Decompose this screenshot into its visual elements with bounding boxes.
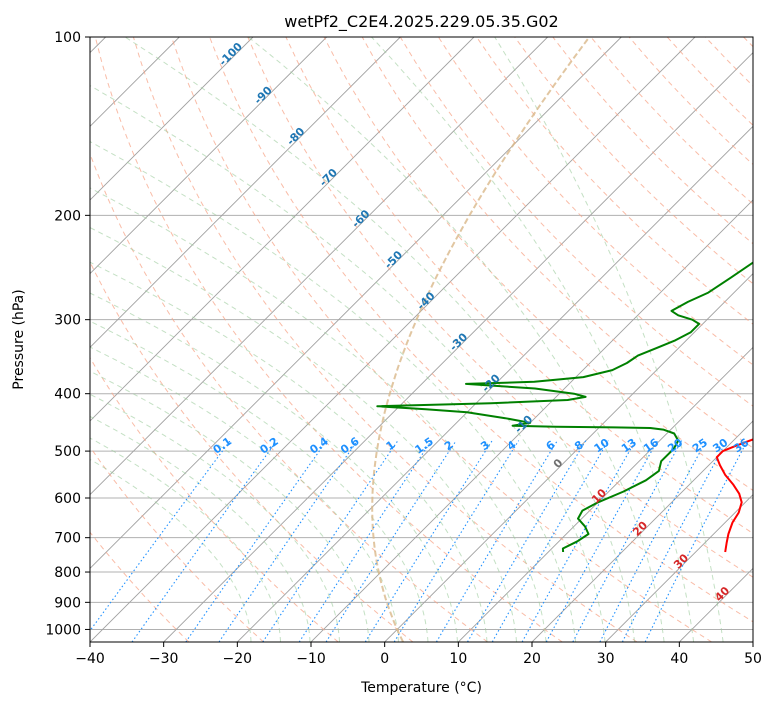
dry-adiabat-line (399, 37, 753, 407)
dry-adiabat-line (361, 37, 753, 449)
y-axis-label: Pressure (hPa) (11, 289, 27, 389)
chart-title: wetPf2_C2E4.2025.229.05.35.G02 (284, 12, 558, 32)
mixing-ratio-line (393, 440, 520, 642)
mixing-ratio-line (572, 440, 683, 642)
mixing-ratio-line (298, 440, 432, 642)
mixing-ratio-line (325, 440, 457, 642)
dry-adiabat-line (90, 446, 264, 642)
x-tick-label: 30 (597, 651, 615, 667)
x-axis: −40 −30 −20 −10 0 10 20 30 40 50 (75, 642, 762, 667)
moist-adiabat-line (90, 187, 547, 642)
isotherm-line (90, 37, 327, 275)
mixing-ratio-line (521, 440, 637, 642)
dry-adiabat-line (94, 37, 563, 642)
isotherm-line (90, 37, 696, 642)
mixing-ratio-line (90, 440, 231, 632)
y-tick-label: 700 (54, 531, 81, 547)
moist-adiabat-line (90, 85, 606, 642)
x-tick-label: −20 (223, 651, 253, 667)
moist-adiabat-line (90, 141, 577, 642)
dry-adiabat-line (90, 356, 339, 642)
mixing-ratio-line (491, 440, 609, 642)
moist-adiabat-line (90, 458, 252, 642)
special-curve (371, 37, 591, 642)
y-tick-label: 600 (54, 491, 81, 507)
x-tick-label: −10 (296, 651, 326, 667)
x-tick-label: 10 (449, 651, 467, 667)
x-axis-label: Temperature (°C) (360, 680, 482, 696)
isotherm-line (90, 37, 475, 422)
dry-adiabat-line (90, 152, 488, 642)
dry-adiabat-line (171, 37, 712, 642)
x-tick-label: 0 (380, 651, 389, 667)
y-axis: 100 200 300 400 500 600 700 800 900 1000 (45, 30, 90, 638)
moist-adiabat-line (90, 393, 340, 642)
isotherm-line (90, 37, 548, 496)
x-tick-label: 20 (523, 651, 541, 667)
moist-adiabat-line (90, 415, 311, 642)
temperature-profile (715, 438, 753, 553)
mixing-ratio-line (364, 440, 493, 642)
x-tick-label: −30 (149, 651, 179, 667)
dry-adiabat-line (90, 531, 190, 642)
mixing-ratio-line (185, 440, 328, 642)
dry-adiabat-line (90, 260, 414, 642)
dry-adiabat-line (132, 37, 638, 642)
x-tick-label: 40 (670, 651, 688, 667)
isotherm-line (90, 37, 401, 348)
mixing-ratio-line (644, 440, 748, 642)
isotherm-line (237, 125, 753, 642)
moist-adiabat-line (90, 346, 399, 642)
x-tick-label: −40 (75, 651, 105, 667)
y-tick-label: 100 (54, 30, 81, 46)
dry-adiabat-line (514, 37, 753, 285)
isotherm-line (531, 420, 753, 642)
dry-adiabat-line (247, 37, 753, 578)
mixing-ratio-line (435, 440, 558, 642)
isotherm-line (384, 273, 753, 642)
profiles (376, 261, 753, 553)
mixing-ratio-line (467, 440, 587, 642)
plot-frame (89, 36, 754, 643)
y-tick-label: 900 (54, 595, 81, 611)
x-tick-label: 50 (744, 651, 762, 667)
dewpoint-profile (376, 261, 753, 553)
mixing-ratio-line (262, 440, 399, 642)
mixing-ratio-line (131, 440, 278, 642)
isotherm-line (90, 37, 622, 569)
y-tick-label: 200 (54, 208, 81, 224)
moist-adiabat-line (90, 261, 488, 642)
y-tick-label: 500 (54, 444, 81, 460)
y-tick-label: 300 (54, 313, 81, 329)
y-tick-label: 400 (54, 387, 81, 403)
isotherm-line (90, 37, 254, 201)
isotherm-line (163, 52, 753, 642)
y-tick-label: 800 (54, 565, 81, 581)
y-tick-label: 1000 (45, 622, 81, 638)
moist-adiabat-line (90, 226, 518, 642)
dry-adiabat-line (209, 37, 753, 623)
background-lines (90, 37, 753, 642)
moist-adiabat-line (124, 37, 636, 642)
moist-adiabat-line (371, 37, 695, 642)
moist-adiabat-line (90, 320, 429, 642)
isotherm-line (605, 494, 753, 642)
isotherm-line (458, 346, 753, 642)
